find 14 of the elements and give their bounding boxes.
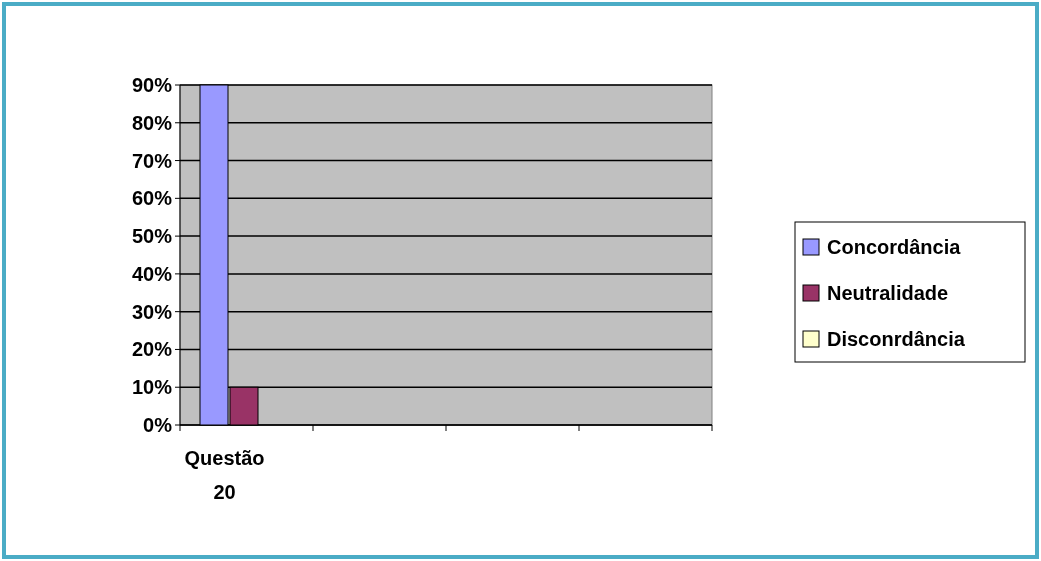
y-tick-label: 30%: [131, 300, 173, 323]
y-tick-label: 10%: [131, 376, 173, 399]
x-tick-label: Questão 20: [184, 447, 265, 503]
legend-label: Neutralidade: [827, 282, 949, 304]
y-tick-label: 90%: [131, 74, 173, 96]
legend-label: Concordância: [827, 236, 962, 258]
y-tick-label: 40%: [131, 262, 173, 285]
y-tick-label: 0%: [143, 414, 173, 436]
y-tick-label: 20%: [131, 338, 173, 361]
y-tick-label: 80%: [131, 111, 173, 134]
y-tick-label: 50%: [131, 225, 173, 248]
y-tick-label: 70%: [131, 149, 173, 172]
legend-label: Disconrdância: [827, 328, 966, 350]
y-tick-label: 60%: [131, 187, 173, 210]
